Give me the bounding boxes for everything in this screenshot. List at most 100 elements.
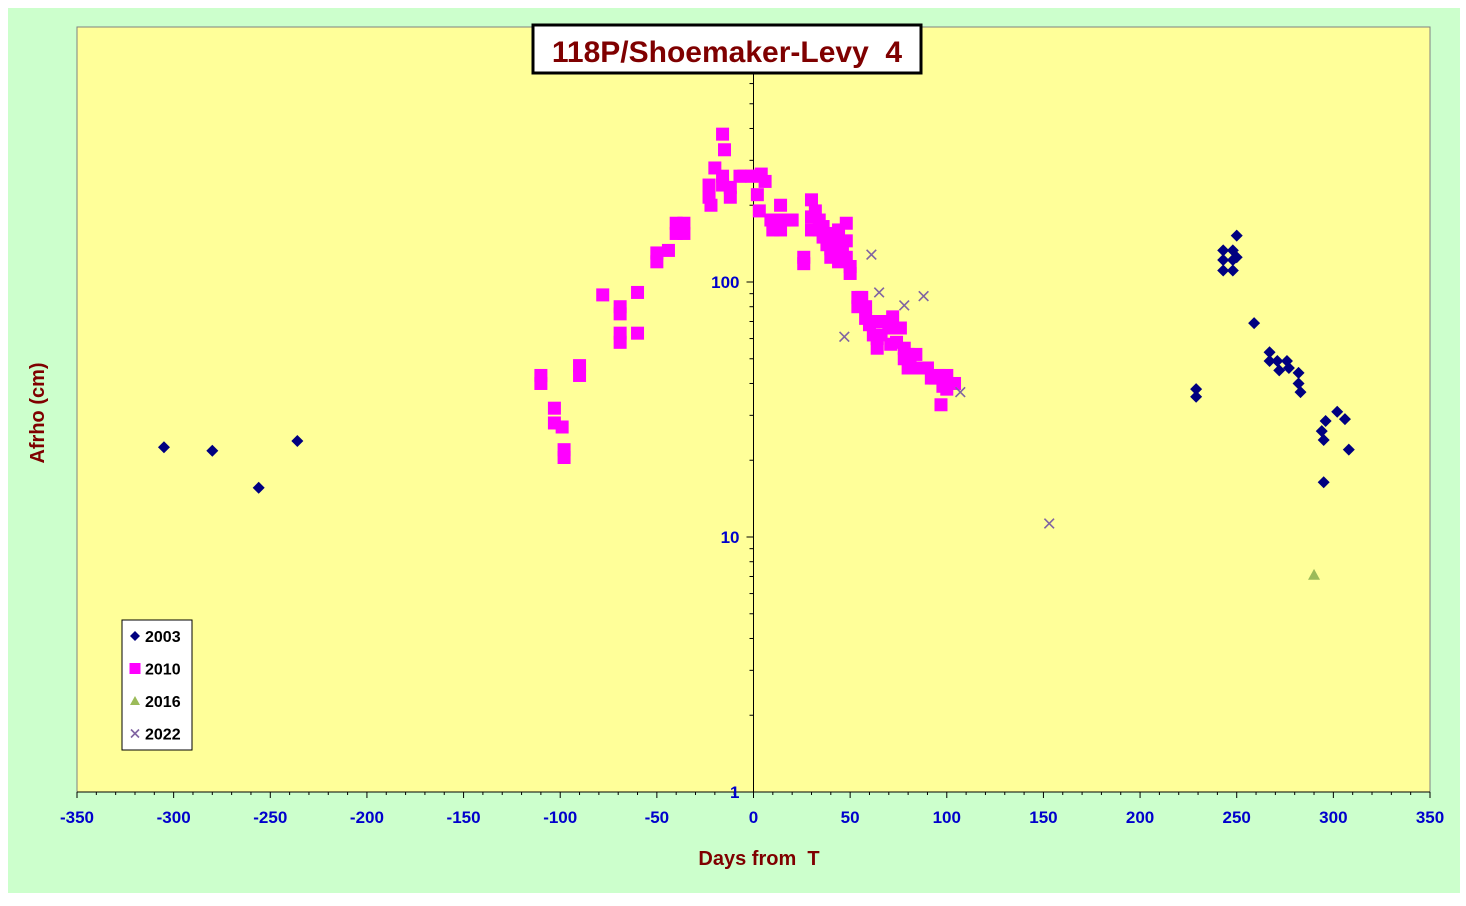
data-point-2003 (1292, 366, 1305, 379)
data-point-2010 (547, 401, 561, 415)
data-point-2010 (758, 174, 772, 188)
data-point-2010 (839, 216, 853, 230)
data-point-2003 (291, 434, 304, 447)
data-point-2010 (804, 193, 818, 207)
axes-layer: -350 -300 -250 -200 -150 -100 -50 0 50 100 150 200 2… (60, 21, 1444, 827)
data-point-2003 (252, 481, 265, 494)
data-point-2010 (934, 398, 948, 412)
data-point-2010 (723, 180, 737, 194)
data-point-2010 (631, 326, 645, 340)
data-point-2010 (893, 321, 907, 335)
x-tick-label: 50 (841, 808, 860, 827)
title-box (531, 23, 923, 75)
data-point-2010 (774, 223, 788, 237)
data-point-2003 (1190, 383, 1203, 396)
points-layer (157, 127, 1355, 580)
data-point-2022-stroke (918, 290, 929, 302)
x-tick-label: 0 (749, 808, 758, 827)
data-point-2003 (1342, 443, 1355, 456)
data-point-2022-stroke (838, 331, 850, 343)
data-point-2010 (839, 234, 853, 248)
x-axis-label: Days from T (698, 848, 819, 870)
legend-marker-2010 (129, 663, 141, 674)
data-point-2010 (948, 376, 962, 390)
data-point-2016 (1308, 568, 1321, 580)
data-point-2010 (613, 307, 627, 321)
data-point-2003 (1292, 377, 1305, 390)
data-point-2003 (1294, 386, 1307, 399)
series-2003 (157, 229, 1355, 494)
data-point-2003 (206, 444, 219, 457)
series-2016 (1308, 568, 1321, 580)
data-point-2010 (843, 266, 857, 280)
data-point-2022 (954, 386, 966, 398)
data-point-2010 (774, 198, 788, 212)
x-tick-label: -350 (60, 808, 94, 827)
data-point-2022 (866, 249, 877, 261)
data-point-2010 (716, 127, 730, 141)
data-point-2010 (573, 359, 587, 373)
data-point-2003 (1226, 264, 1239, 277)
data-point-2003 (1319, 415, 1332, 428)
title-layer: 118P/Shoemaker-Levy 4 (531, 23, 923, 75)
data-point-2010 (909, 347, 923, 361)
legend-marker-2003 (130, 631, 140, 641)
x-tick-label: -300 (157, 808, 191, 827)
data-point-2010 (886, 310, 900, 324)
x-tick-label: -150 (447, 808, 481, 827)
data-point-2003 (157, 441, 170, 454)
data-point-2003 (1273, 364, 1286, 377)
legend-marker-2022-stroke (130, 728, 140, 739)
data-point-2010 (723, 190, 737, 204)
legend-label-2016: 2016 (145, 694, 181, 711)
data-point-2003 (1263, 355, 1276, 367)
data-point-2022-stroke (1043, 518, 1055, 529)
data-point-2022 (873, 287, 885, 298)
data-point-2010 (702, 178, 716, 192)
legend-box (121, 619, 193, 751)
x-tick-label: 350 (1416, 808, 1444, 827)
x-tick-label: 150 (1029, 808, 1057, 827)
x-tick-label: -100 (543, 808, 577, 827)
data-point-2003 (1230, 251, 1243, 264)
data-point-2010 (920, 361, 934, 375)
data-point-2010 (573, 368, 587, 382)
x-tick-label: -50 (645, 808, 670, 827)
y-tick-label: 100 (711, 273, 739, 292)
data-point-2003 (1331, 405, 1344, 418)
y-tick-label: 1 (730, 783, 739, 802)
data-point-2003 (1230, 229, 1243, 242)
chart-title: 118P/Shoemaker-Levy 4 (552, 36, 903, 69)
data-point-2010 (677, 216, 691, 230)
series-2010 (534, 127, 962, 465)
x-tick-label: 100 (933, 808, 961, 827)
data-point-2010 (752, 204, 766, 218)
x-tick-label: 300 (1319, 808, 1347, 827)
legend-marker-2022 (130, 728, 140, 739)
data-point-2003 (1248, 317, 1261, 330)
x-tick-label: -250 (253, 808, 287, 827)
x-tick-label: 250 (1223, 808, 1251, 827)
data-point-2022 (898, 299, 910, 311)
data-point-2003 (1315, 425, 1328, 438)
data-point-2010 (631, 285, 645, 299)
data-point-2010 (718, 143, 732, 157)
data-point-2003 (1317, 476, 1330, 489)
data-point-2003 (1317, 434, 1330, 447)
data-point-2003 (1338, 413, 1351, 426)
data-point-2022-stroke (898, 299, 910, 311)
data-point-2022 (838, 331, 850, 343)
data-point-2003 (1263, 346, 1276, 359)
data-point-2010 (534, 376, 548, 390)
data-point-2010 (750, 188, 764, 202)
legend-label-2010: 2010 (145, 662, 181, 679)
data-point-2022-stroke (866, 249, 877, 261)
data-point-2003 (1271, 355, 1284, 367)
data-point-2003 (1226, 244, 1239, 257)
data-point-2010 (704, 198, 718, 212)
data-point-2010 (613, 335, 627, 349)
legend-label-2022: 2022 (145, 727, 181, 744)
data-point-2003 (1282, 361, 1295, 374)
